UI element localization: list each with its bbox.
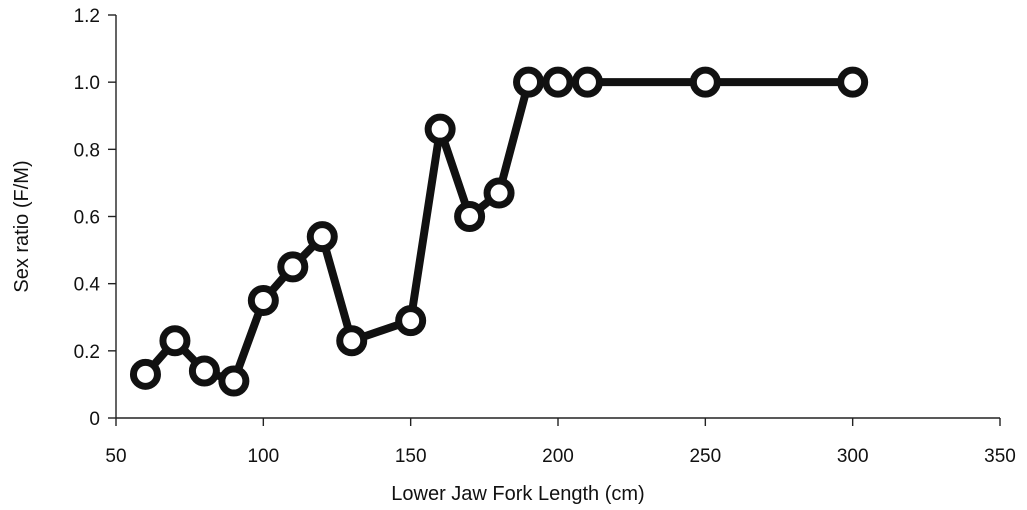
data-point-marker	[306, 221, 338, 253]
data-point-marker	[129, 358, 161, 390]
series	[141, 78, 857, 386]
data-point-marker	[247, 284, 279, 316]
y-tick-label: 0.2	[74, 342, 100, 363]
x-tick-label: 300	[837, 446, 869, 467]
data-points	[129, 66, 869, 397]
y-tick-label: 0	[89, 409, 100, 430]
data-point-marker	[837, 66, 869, 98]
x-tick-label: 150	[395, 446, 427, 467]
data-point-marker	[336, 325, 368, 357]
data-point-marker	[277, 251, 309, 283]
x-tick-label: 200	[542, 446, 574, 467]
y-tick-label: 0.6	[74, 208, 100, 229]
data-point-marker	[159, 325, 191, 357]
data-point-marker	[483, 177, 515, 209]
data-point-marker	[424, 113, 456, 145]
data-point-marker	[513, 66, 545, 98]
y-tick-label: 1.2	[74, 6, 100, 27]
y-tick-label: 1.0	[74, 73, 100, 94]
data-point-marker	[542, 66, 574, 98]
y-tick-label: 0.8	[74, 140, 100, 161]
y-tick-label: 0.4	[74, 275, 101, 296]
y-ticks: 0 0.2 0.4 0.6 0.8 1.0 1.2	[74, 6, 116, 430]
x-tick-label: 100	[247, 446, 279, 467]
x-tick-label: 50	[105, 446, 126, 467]
data-point-marker	[395, 305, 427, 337]
x-ticks: 50 100 150 200 250 300 350	[105, 418, 1016, 467]
x-tick-label: 250	[689, 446, 721, 467]
data-point-marker	[218, 365, 250, 397]
data-point-marker	[689, 66, 721, 98]
data-point-marker	[571, 66, 603, 98]
x-tick-label: 350	[984, 446, 1016, 467]
data-point-marker	[454, 201, 486, 232]
series-line	[141, 78, 857, 386]
data-point-marker	[188, 355, 220, 387]
x-axis-title: Lower Jaw Fork Length (cm)	[391, 483, 644, 505]
y-axis-title: Sex ratio (F/M)	[11, 160, 33, 292]
